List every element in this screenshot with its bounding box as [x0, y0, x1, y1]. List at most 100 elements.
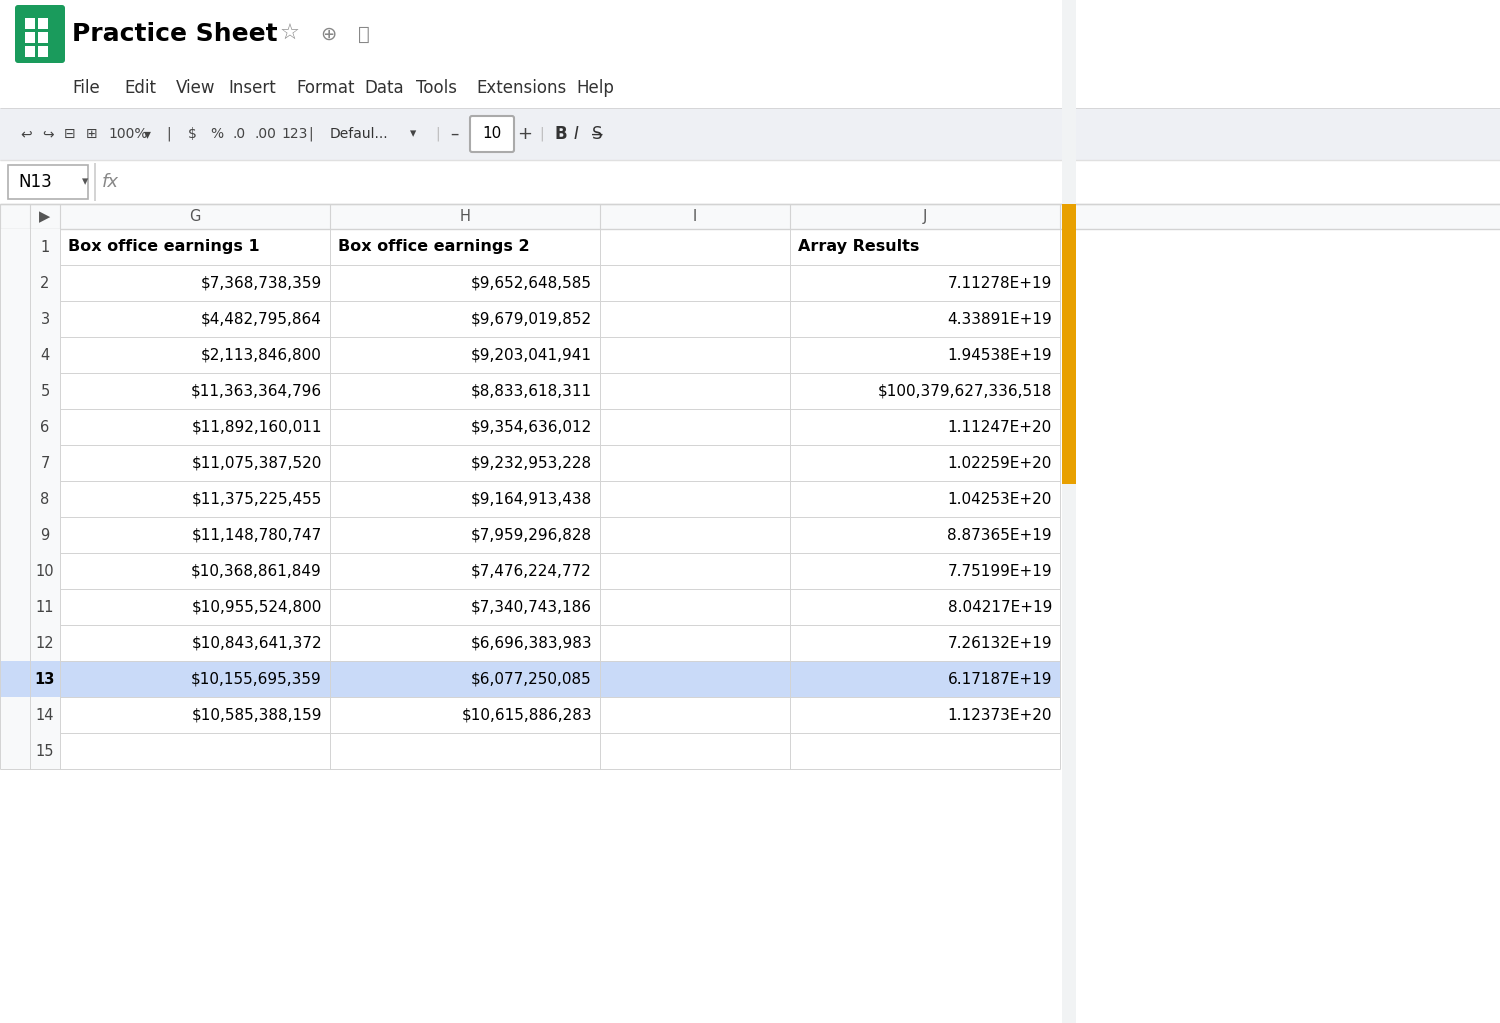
- Text: $7,476,224,772: $7,476,224,772: [471, 564, 592, 578]
- Text: Extensions: Extensions: [476, 79, 567, 97]
- Bar: [0, 204, 1500, 229]
- Text: 8.04217E+19: 8.04217E+19: [948, 599, 1052, 615]
- Text: 6.17187E+19: 6.17187E+19: [948, 671, 1052, 686]
- Text: $9,679,019,852: $9,679,019,852: [471, 311, 592, 326]
- Text: $11,075,387,520: $11,075,387,520: [192, 455, 322, 471]
- Bar: [38, 18, 48, 29]
- Text: 1.04253E+20: 1.04253E+20: [948, 491, 1052, 506]
- Text: Practice Sheet: Practice Sheet: [72, 23, 278, 46]
- Bar: [26, 46, 34, 57]
- Text: |: |: [166, 127, 171, 141]
- Text: 8.87365E+19: 8.87365E+19: [948, 528, 1052, 542]
- Text: 11: 11: [36, 599, 54, 615]
- Text: ⌚: ⌚: [358, 25, 369, 44]
- Text: |: |: [308, 127, 312, 141]
- Bar: [0, 553, 1060, 589]
- Text: $100,379,627,336,518: $100,379,627,336,518: [878, 384, 1052, 399]
- Text: H: H: [459, 209, 471, 224]
- Text: 10: 10: [36, 564, 54, 578]
- Bar: [0, 697, 1060, 733]
- Bar: [0, 733, 1060, 769]
- Text: S̶: S̶: [592, 125, 603, 143]
- Text: 123: 123: [280, 127, 308, 141]
- Text: B: B: [554, 125, 567, 143]
- Bar: [0, 0, 1500, 68]
- Text: .00: .00: [254, 127, 276, 141]
- Text: Data: Data: [364, 79, 404, 97]
- Text: $: $: [188, 127, 196, 141]
- Text: Insert: Insert: [228, 79, 276, 97]
- Bar: [0, 160, 1500, 204]
- Text: $10,615,886,283: $10,615,886,283: [462, 708, 592, 722]
- Text: 1.12373E+20: 1.12373E+20: [948, 708, 1052, 722]
- Text: 1.11247E+20: 1.11247E+20: [948, 419, 1052, 435]
- Bar: [0, 409, 60, 445]
- Text: 9: 9: [40, 528, 50, 542]
- Text: $10,368,861,849: $10,368,861,849: [192, 564, 322, 578]
- Text: $6,696,383,983: $6,696,383,983: [471, 635, 592, 651]
- Text: $7,368,738,359: $7,368,738,359: [201, 275, 322, 291]
- Text: $10,955,524,800: $10,955,524,800: [192, 599, 322, 615]
- Bar: [0, 68, 1500, 108]
- Bar: [8, 165, 88, 199]
- Bar: [0, 301, 60, 337]
- Text: Box office earnings 2: Box office earnings 2: [338, 239, 530, 255]
- Text: $9,354,636,012: $9,354,636,012: [471, 419, 592, 435]
- Text: 5: 5: [40, 384, 50, 399]
- Text: 7: 7: [40, 455, 50, 471]
- Text: ☆: ☆: [280, 24, 300, 44]
- Text: ▾: ▾: [82, 176, 88, 188]
- Text: $6,077,250,085: $6,077,250,085: [471, 671, 592, 686]
- Bar: [0, 445, 60, 481]
- Bar: [0, 589, 1060, 625]
- Bar: [1062, 0, 1076, 1023]
- Text: fx: fx: [102, 173, 118, 191]
- Text: $7,959,296,828: $7,959,296,828: [471, 528, 592, 542]
- Bar: [0, 445, 1060, 481]
- Text: $10,585,388,159: $10,585,388,159: [192, 708, 322, 722]
- Text: Array Results: Array Results: [798, 239, 920, 255]
- Text: ▶: ▶: [39, 209, 51, 224]
- Text: 3: 3: [40, 311, 50, 326]
- Bar: [0, 229, 1060, 265]
- Text: +: +: [518, 125, 532, 143]
- Text: 2: 2: [40, 275, 50, 291]
- Bar: [0, 229, 60, 265]
- Text: 4.33891E+19: 4.33891E+19: [948, 311, 1052, 326]
- Text: ⊟: ⊟: [64, 127, 75, 141]
- Text: ▾: ▾: [410, 128, 416, 140]
- Text: $9,203,041,941: $9,203,041,941: [471, 348, 592, 362]
- Text: $8,833,618,311: $8,833,618,311: [471, 384, 592, 399]
- Text: $9,232,953,228: $9,232,953,228: [471, 455, 592, 471]
- Text: |: |: [435, 127, 439, 141]
- Text: Format: Format: [296, 79, 354, 97]
- Text: $11,375,225,455: $11,375,225,455: [192, 491, 322, 506]
- Text: $7,340,743,186: $7,340,743,186: [471, 599, 592, 615]
- Text: J: J: [922, 209, 927, 224]
- Text: Tools: Tools: [416, 79, 458, 97]
- Bar: [0, 337, 1060, 373]
- Text: $9,164,913,438: $9,164,913,438: [471, 491, 592, 506]
- Text: |: |: [538, 127, 543, 141]
- Text: File: File: [72, 79, 99, 97]
- Text: 15: 15: [36, 744, 54, 758]
- Text: 10: 10: [483, 127, 501, 141]
- Text: ⊕: ⊕: [320, 25, 336, 44]
- FancyBboxPatch shape: [470, 116, 514, 152]
- Bar: [0, 108, 1500, 160]
- FancyBboxPatch shape: [15, 5, 64, 63]
- Text: $10,843,641,372: $10,843,641,372: [192, 635, 322, 651]
- Text: Box office earnings 1: Box office earnings 1: [68, 239, 260, 255]
- Text: 8: 8: [40, 491, 50, 506]
- Text: $10,155,695,359: $10,155,695,359: [192, 671, 322, 686]
- Bar: [0, 625, 1060, 661]
- Text: 7.26132E+19: 7.26132E+19: [948, 635, 1052, 651]
- Text: 1.02259E+20: 1.02259E+20: [948, 455, 1052, 471]
- Text: ▾: ▾: [144, 127, 152, 141]
- Bar: [0, 265, 1060, 301]
- Text: %: %: [210, 127, 224, 141]
- Text: Defaul...: Defaul...: [330, 127, 388, 141]
- Bar: [0, 661, 60, 697]
- Bar: [26, 32, 34, 43]
- Text: 1: 1: [40, 239, 50, 255]
